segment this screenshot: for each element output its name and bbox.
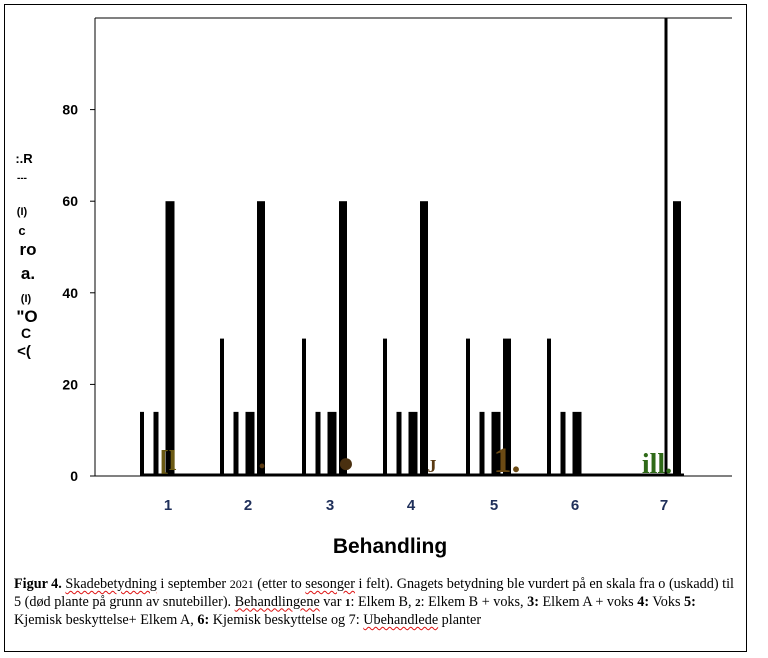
y-axis-label: :.R --- (I) c ro a. (I) "OC <(: [15, 151, 37, 360]
bar: [479, 411, 485, 476]
artifact-glyph: •: [259, 456, 265, 476]
x-tick-label: 6: [571, 497, 579, 514]
bar: [302, 338, 306, 476]
y-tick-label: 80: [62, 102, 78, 118]
bar: [491, 411, 501, 476]
scan-artifacts: [l • ● J 1. ill.: [159, 440, 672, 480]
bar: [664, 18, 668, 476]
bar: [466, 338, 470, 476]
bar: [408, 411, 418, 476]
bar: [547, 338, 551, 476]
caption-t4n: 4:: [637, 593, 650, 610]
bar: [560, 411, 566, 476]
x-tick-labels: 1 2 3 4 5 6 7: [164, 497, 668, 514]
caption-t2: : Elkem B + voks,: [420, 593, 528, 610]
caption-seg3: 2021: [229, 577, 254, 591]
x-tick-label: 2: [244, 497, 252, 514]
x-tick-label: 7: [660, 497, 668, 514]
bar: [315, 411, 321, 476]
y-label-fragment: ro: [20, 240, 37, 259]
figure-frame: [4, 4, 747, 652]
caption-t3n: 3:: [527, 593, 539, 610]
bar: [503, 338, 511, 476]
x-tick-label: 3: [326, 497, 334, 514]
bar: [140, 411, 144, 476]
bar: [233, 411, 239, 476]
caption-seg8: var: [319, 593, 345, 610]
y-tick-labels: 0 20 40 60 80: [62, 102, 78, 484]
caption-seg7: Behandlingene: [234, 593, 320, 610]
caption-t6: Kjemisk beskyttelse og 7:: [209, 612, 364, 628]
caption-seg9: Ubehandlede: [363, 612, 439, 628]
caption-label: Figur 4.: [14, 576, 62, 592]
x-axis-label: Behandling: [333, 535, 447, 558]
x-tick-label: 5: [490, 497, 498, 514]
y-label-fragment: ---: [17, 173, 27, 184]
x-tick-label: 4: [407, 497, 416, 514]
caption-t4: Voks: [649, 593, 685, 610]
y-label-fragment: a.: [21, 264, 35, 283]
bar: [327, 411, 337, 476]
chart-axes: [90, 17, 732, 477]
x-tick-label: 1: [164, 497, 172, 514]
y-tick-label: 0: [70, 468, 78, 484]
y-label-fragment: (I): [21, 293, 32, 305]
y-tick-label: 40: [62, 285, 78, 301]
caption-t5: Kjemisk beskyttelse+ Elkem A,: [14, 612, 198, 628]
artifact-glyph: ill.: [642, 449, 672, 480]
artifact-glyph: ●: [338, 448, 355, 479]
caption-t2n: 2: [415, 596, 421, 609]
bar-chart: 0 20 40 60 80 1 2 3 4 5 6 7 [l • ● J 1. ill. :.R --- (I) c…: [15, 17, 732, 558]
artifact-glyph: J: [428, 456, 437, 476]
y-tick-label: 20: [62, 376, 78, 392]
bar: [673, 201, 681, 476]
artifact-glyph: 1.: [494, 440, 521, 480]
caption-seg6: i felt). Gnagets betydning ble vurdert p…: [14, 576, 734, 610]
caption-t5n: 5:: [684, 593, 696, 610]
y-label-fragment: :.R: [15, 151, 33, 166]
caption-t1n: 1: [344, 596, 351, 609]
bar: [257, 201, 265, 476]
caption-t3: Elkem A + voks: [538, 593, 638, 610]
figure-caption: Figur 4. Skadebetydning i september 2021…: [14, 576, 736, 630]
caption-seg5: sesonger: [305, 576, 355, 592]
bar: [572, 411, 582, 476]
bar: [165, 201, 175, 476]
y-label-fragment: C: [21, 325, 31, 341]
bar: [245, 411, 255, 476]
y-label-fragment: c: [18, 223, 25, 238]
bar: [383, 338, 387, 476]
chart-bars: [140, 18, 684, 477]
caption-seg4: (etter to: [253, 576, 306, 592]
y-label-fragment: "O: [16, 307, 37, 326]
artifact-glyph: [l: [159, 446, 176, 477]
bar: [339, 201, 347, 476]
caption-t1: : Elkem B,: [350, 593, 416, 610]
y-label-fragment: (I): [17, 206, 28, 218]
caption-seg10: planter: [438, 612, 482, 628]
bar: [153, 411, 159, 476]
caption-seg2: i september: [156, 576, 230, 592]
y-label-fragment: <(: [17, 343, 31, 360]
bar: [420, 201, 428, 476]
caption-t6n: 6:: [197, 612, 210, 628]
y-tick-label: 60: [62, 193, 78, 209]
bar: [396, 411, 402, 476]
bar: [220, 338, 224, 476]
caption-seg1: Skadebetydning: [65, 576, 157, 592]
